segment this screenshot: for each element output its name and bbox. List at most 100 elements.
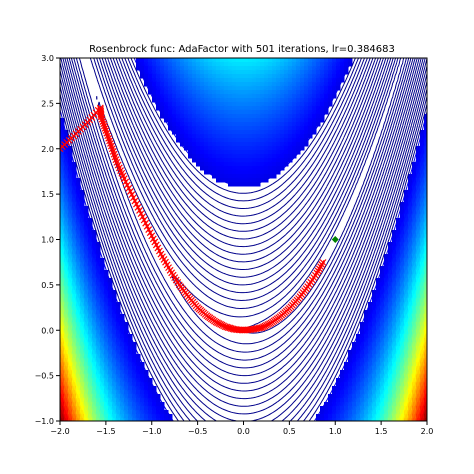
heat-cell bbox=[296, 74, 301, 79]
heat-cell bbox=[120, 334, 125, 339]
heat-cell bbox=[244, 110, 249, 115]
heat-cell bbox=[416, 186, 421, 191]
heat-cell bbox=[316, 86, 321, 91]
heat-cell bbox=[252, 130, 257, 135]
heat-cell bbox=[224, 134, 229, 139]
heat-cell bbox=[140, 402, 145, 407]
heat-cell bbox=[288, 70, 293, 75]
heat-cell bbox=[188, 66, 193, 71]
heat-cell bbox=[292, 90, 297, 95]
heat-cell bbox=[160, 58, 165, 63]
contour-line bbox=[60, 315, 427, 421]
heat-cell bbox=[208, 66, 213, 71]
heat-cell bbox=[60, 282, 65, 287]
heat-cell bbox=[368, 378, 373, 383]
heat-cell bbox=[172, 74, 177, 79]
heat-cell bbox=[372, 306, 377, 311]
heat-cell bbox=[396, 414, 401, 419]
heat-cell bbox=[388, 398, 393, 403]
heat-cell bbox=[284, 114, 289, 119]
heat-cell bbox=[232, 166, 237, 171]
minimum-marker bbox=[331, 236, 339, 243]
heat-cell bbox=[196, 106, 201, 111]
heat-cell bbox=[224, 170, 229, 175]
heat-cell bbox=[284, 158, 289, 163]
heat-cell bbox=[292, 114, 297, 119]
heat-cell bbox=[232, 142, 237, 147]
y-tick-label: 0.5 bbox=[41, 281, 54, 290]
heat-cell bbox=[200, 62, 205, 67]
heat-cell bbox=[408, 298, 413, 303]
heat-cell bbox=[84, 210, 89, 215]
heat-cell bbox=[60, 258, 65, 263]
path-marker bbox=[97, 113, 105, 121]
heat-cell bbox=[224, 138, 229, 143]
heat-cell bbox=[176, 90, 181, 95]
heat-cell bbox=[180, 134, 185, 139]
heat-cell bbox=[212, 86, 217, 91]
heat-cell bbox=[232, 86, 237, 91]
heat-cell bbox=[176, 134, 181, 139]
heat-cell bbox=[252, 178, 257, 183]
heat-cell bbox=[176, 86, 181, 91]
heat-cell bbox=[312, 94, 317, 99]
heat-cell bbox=[416, 254, 421, 259]
heat-cell bbox=[60, 234, 65, 239]
heat-cell bbox=[244, 126, 249, 131]
heat-cell bbox=[268, 86, 273, 91]
y-tick-label: 2.0 bbox=[41, 145, 54, 154]
heat-cell bbox=[356, 366, 361, 371]
heat-cell bbox=[72, 226, 77, 231]
heat-cell bbox=[316, 90, 321, 95]
heat-cell bbox=[152, 74, 157, 79]
heat-cell bbox=[272, 146, 277, 151]
heat-cell bbox=[412, 254, 417, 259]
heat-cell bbox=[284, 142, 289, 147]
heat-cell bbox=[116, 350, 121, 355]
heat-cell bbox=[64, 166, 69, 171]
heat-cell bbox=[60, 318, 65, 323]
heat-cell bbox=[412, 186, 417, 191]
heat-cell bbox=[216, 118, 221, 123]
heat-cell bbox=[416, 406, 421, 411]
heat-cell bbox=[236, 170, 241, 175]
heat-cell bbox=[68, 310, 73, 315]
heat-cell bbox=[300, 114, 305, 119]
heat-cell bbox=[96, 314, 101, 319]
heat-cell bbox=[276, 62, 281, 67]
heat-cell bbox=[300, 118, 305, 123]
heat-cell bbox=[196, 114, 201, 119]
heat-cell bbox=[220, 158, 225, 163]
contour-line bbox=[60, 58, 427, 421]
heat-cell bbox=[260, 106, 265, 111]
heat-cell bbox=[232, 158, 237, 163]
heat-cell bbox=[244, 182, 249, 187]
heat-cell bbox=[424, 150, 427, 155]
heat-cell bbox=[60, 226, 65, 231]
heat-cell bbox=[220, 150, 225, 155]
heat-cell bbox=[120, 386, 125, 391]
heat-cell bbox=[68, 206, 73, 211]
heat-cell bbox=[92, 326, 97, 331]
path-marker bbox=[98, 115, 106, 123]
heat-cell bbox=[108, 322, 113, 327]
x-tick-label: 2.0 bbox=[421, 427, 434, 436]
heat-cell bbox=[240, 178, 245, 183]
heat-cell bbox=[240, 86, 245, 91]
heat-cell bbox=[228, 146, 233, 151]
heat-cell bbox=[264, 150, 269, 155]
heat-cell bbox=[84, 214, 89, 219]
heat-cell bbox=[328, 66, 333, 71]
heat-cell bbox=[276, 154, 281, 159]
heat-cell bbox=[308, 118, 313, 123]
heat-cell bbox=[292, 70, 297, 75]
heat-cell bbox=[288, 110, 293, 115]
heat-cell bbox=[380, 314, 385, 319]
heat-cell bbox=[416, 214, 421, 219]
heat-cell bbox=[320, 410, 325, 415]
heat-cell bbox=[104, 414, 109, 419]
heat-cell bbox=[100, 398, 105, 403]
heat-cell bbox=[204, 102, 209, 107]
heat-cell bbox=[400, 366, 405, 371]
heat-cell bbox=[320, 110, 325, 115]
